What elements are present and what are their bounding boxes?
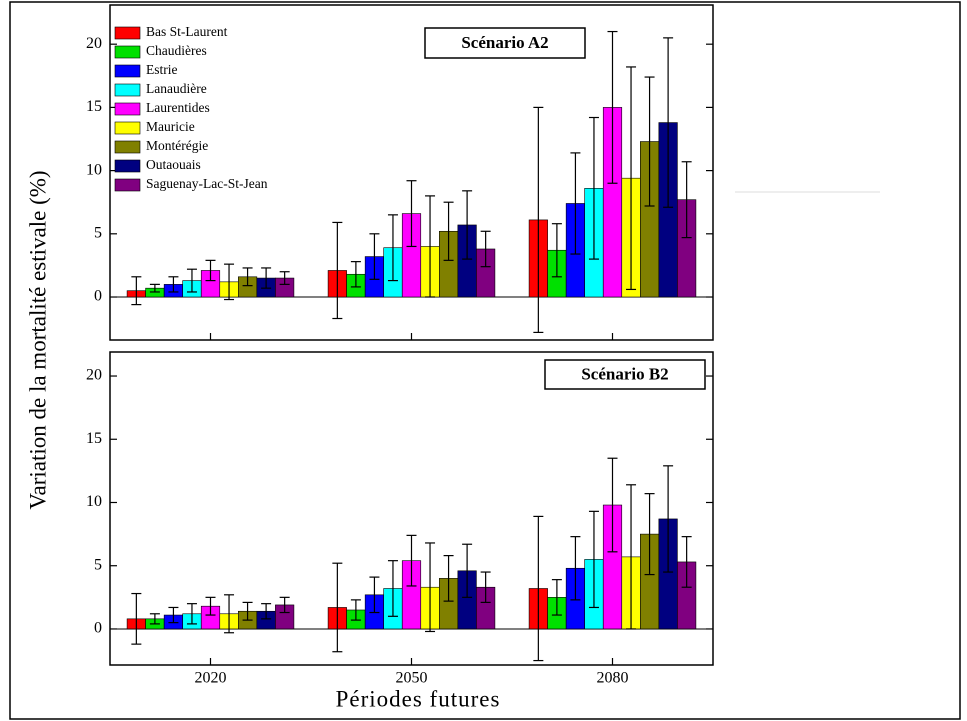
error-bar xyxy=(533,515,544,662)
error-bar xyxy=(350,599,361,621)
error-bar xyxy=(551,223,562,278)
panel-title: Scénario B2 xyxy=(581,364,668,383)
error-bar xyxy=(406,534,417,587)
error-bar xyxy=(533,106,544,334)
y-axis-label: Variation de la mortalité estivale (%) xyxy=(25,170,50,509)
y-tick-label: 15 xyxy=(86,430,102,447)
legend-swatch xyxy=(114,45,141,59)
legend-label: Bas St-Laurent xyxy=(146,24,228,39)
error-bar xyxy=(279,596,290,614)
y-tick-label: 5 xyxy=(94,224,102,241)
error-bar xyxy=(149,613,160,625)
error-bar xyxy=(443,201,454,261)
error-bar xyxy=(681,161,692,239)
error-bar xyxy=(369,233,380,280)
error-bar xyxy=(551,579,562,616)
error-bar xyxy=(168,606,179,624)
y-tick-label: 0 xyxy=(94,288,102,305)
legend-swatch xyxy=(114,102,141,116)
error-bar xyxy=(406,180,417,248)
panel-title: Scénario A2 xyxy=(461,33,548,52)
error-bar xyxy=(168,276,179,293)
error-bar xyxy=(480,571,491,604)
legend-label: Lanaudière xyxy=(146,81,207,96)
error-bar xyxy=(462,190,473,260)
legend-swatch xyxy=(114,140,141,154)
x-axis-label: Périodes futures xyxy=(336,686,501,711)
error-bar xyxy=(242,601,253,621)
legend-label: Outaouais xyxy=(146,157,201,172)
error-bar xyxy=(350,261,361,288)
error-bar xyxy=(588,116,599,260)
error-bar xyxy=(186,603,197,625)
error-bar xyxy=(131,592,142,645)
error-bar xyxy=(607,457,618,553)
error-bar xyxy=(224,594,235,634)
error-bar xyxy=(588,510,599,609)
error-bar xyxy=(663,37,674,208)
x-tick-label: 2020 xyxy=(195,670,227,687)
legend-label: Chaudières xyxy=(146,43,207,58)
legend-label: Estrie xyxy=(146,62,178,77)
title-box xyxy=(424,27,586,59)
y-tick-label: 0 xyxy=(94,620,102,637)
error-bar xyxy=(425,195,436,298)
error-bar xyxy=(644,493,655,576)
legend-swatch xyxy=(114,83,141,97)
legend-swatch xyxy=(114,64,141,78)
y-tick-label: 5 xyxy=(94,556,102,573)
plot-frame xyxy=(109,4,714,341)
error-bar xyxy=(570,536,581,601)
legend-swatch xyxy=(114,26,141,40)
error-bar xyxy=(131,276,142,306)
error-bar xyxy=(186,268,197,293)
error-bar xyxy=(332,562,343,653)
y-tick-label: 20 xyxy=(86,35,102,52)
error-bar xyxy=(261,603,272,620)
frame xyxy=(9,1,961,720)
error-bar xyxy=(205,259,216,282)
error-bar xyxy=(570,152,581,255)
x-tick-label: 2080 xyxy=(597,670,629,687)
error-bar xyxy=(242,267,253,287)
error-bar xyxy=(387,560,398,617)
legend-label: Saguenay-Lac-St-Jean xyxy=(146,176,268,191)
error-bar xyxy=(279,271,290,285)
error-bar xyxy=(387,214,398,282)
error-bar xyxy=(626,484,637,630)
error-bar xyxy=(224,263,235,301)
y-tick-label: 10 xyxy=(86,161,102,178)
legend-label: Montérégie xyxy=(146,138,208,153)
error-bar xyxy=(462,543,473,598)
x-tick-label: 2050 xyxy=(396,670,428,687)
error-bar xyxy=(663,465,674,573)
legend-swatch xyxy=(114,178,141,192)
legend-label: Laurentides xyxy=(146,100,210,115)
error-bar xyxy=(607,30,618,184)
error-bar xyxy=(205,596,216,616)
y-tick-label: 15 xyxy=(86,98,102,115)
error-bar xyxy=(332,221,343,320)
legend-swatch xyxy=(114,159,141,173)
error-bar xyxy=(261,267,272,289)
error-bar xyxy=(443,555,454,602)
error-bar xyxy=(369,576,380,614)
legend-swatch xyxy=(114,121,141,135)
error-bar xyxy=(681,536,692,588)
legend-label: Mauricie xyxy=(146,119,195,134)
y-tick-label: 20 xyxy=(86,367,102,384)
error-bar xyxy=(644,76,655,207)
error-bar xyxy=(480,230,491,268)
error-bar xyxy=(149,283,160,293)
error-bar xyxy=(626,66,637,291)
title-box xyxy=(544,359,706,390)
y-tick-label: 10 xyxy=(86,493,102,510)
plot-frame xyxy=(109,351,714,666)
error-bar xyxy=(425,542,436,633)
